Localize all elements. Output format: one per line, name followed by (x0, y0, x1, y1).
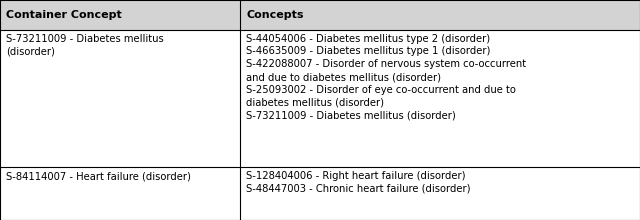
Text: S-84114007 - Heart failure (disorder): S-84114007 - Heart failure (disorder) (6, 171, 191, 181)
Text: S-128404006 - Right heart failure (disorder)
S-48447003 - Chronic heart failure : S-128404006 - Right heart failure (disor… (246, 171, 471, 194)
Text: Container Concept: Container Concept (6, 10, 122, 20)
Bar (240, 0, 640, 30)
Text: S-73211009 - Diabetes mellitus
(disorder): S-73211009 - Diabetes mellitus (disorder… (6, 34, 164, 57)
Text: S-44054006 - Diabetes mellitus type 2 (disorder)
S-46635009 - Diabetes mellitus : S-44054006 - Diabetes mellitus type 2 (d… (246, 34, 527, 121)
Text: Concepts: Concepts (246, 10, 304, 20)
Bar (0, 0, 240, 30)
